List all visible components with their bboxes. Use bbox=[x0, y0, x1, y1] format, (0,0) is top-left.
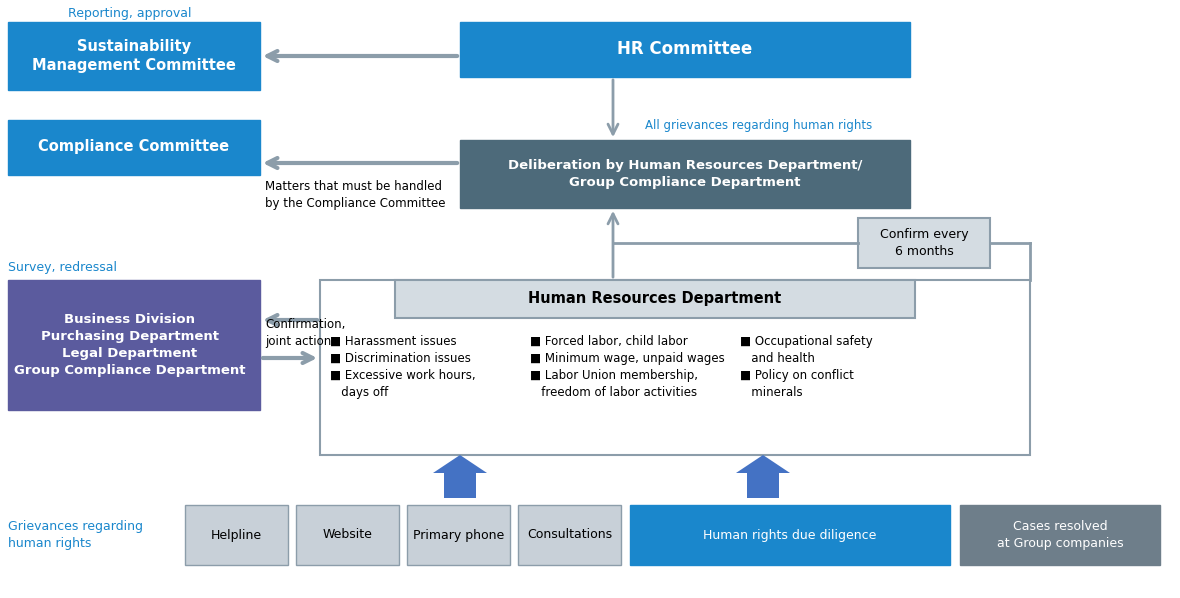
Bar bbox=[395, 280, 914, 318]
Text: Survey, redressal: Survey, redressal bbox=[8, 261, 117, 274]
Bar bbox=[518, 505, 621, 565]
Bar bbox=[8, 22, 260, 90]
Bar bbox=[320, 280, 1030, 455]
Text: Helpline: Helpline bbox=[211, 529, 262, 542]
Text: ■ Harassment issues
■ Discrimination issues
■ Excessive work hours,
   days off: ■ Harassment issues ■ Discrimination iss… bbox=[330, 335, 476, 399]
Text: Grievances regarding
human rights: Grievances regarding human rights bbox=[8, 520, 143, 550]
Bar bbox=[407, 505, 510, 565]
Text: Matters that must be handled
by the Compliance Committee: Matters that must be handled by the Comp… bbox=[266, 180, 446, 210]
Text: Confirmation,
joint action: Confirmation, joint action bbox=[266, 318, 346, 348]
Bar bbox=[296, 505, 399, 565]
Text: All grievances regarding human rights: All grievances regarding human rights bbox=[645, 118, 872, 132]
Text: Human Resources Department: Human Resources Department bbox=[529, 291, 781, 307]
Text: ■ Occupational safety
   and health
■ Policy on conflict
   minerals: ■ Occupational safety and health ■ Polic… bbox=[740, 335, 873, 399]
Text: Confirm every
6 months: Confirm every 6 months bbox=[879, 228, 969, 258]
Text: Human rights due diligence: Human rights due diligence bbox=[703, 529, 877, 542]
FancyArrow shape bbox=[736, 455, 789, 498]
Text: Business Division
Purchasing Department
Legal Department
Group Compliance Depart: Business Division Purchasing Department … bbox=[14, 313, 245, 377]
Bar bbox=[630, 505, 950, 565]
Bar bbox=[460, 22, 910, 77]
Text: Website: Website bbox=[322, 529, 373, 542]
FancyArrow shape bbox=[433, 455, 487, 498]
Bar bbox=[8, 120, 260, 175]
Text: Reporting, approval: Reporting, approval bbox=[68, 8, 191, 20]
Bar bbox=[961, 505, 1160, 565]
Text: Cases resolved
at Group companies: Cases resolved at Group companies bbox=[997, 520, 1123, 550]
Text: Consultations: Consultations bbox=[527, 529, 612, 542]
Text: Primary phone: Primary phone bbox=[413, 529, 504, 542]
Bar bbox=[185, 505, 288, 565]
Bar bbox=[8, 280, 260, 410]
Text: Sustainability
Management Committee: Sustainability Management Committee bbox=[32, 39, 236, 74]
Bar bbox=[460, 140, 910, 208]
Bar bbox=[858, 218, 990, 268]
Text: Compliance Committee: Compliance Committee bbox=[39, 139, 230, 154]
Text: Deliberation by Human Resources Department/
Group Compliance Department: Deliberation by Human Resources Departme… bbox=[507, 159, 863, 189]
Text: ■ Forced labor, child labor
■ Minimum wage, unpaid wages
■ Labor Union membershi: ■ Forced labor, child labor ■ Minimum wa… bbox=[530, 335, 725, 399]
Text: HR Committee: HR Committee bbox=[617, 40, 753, 58]
